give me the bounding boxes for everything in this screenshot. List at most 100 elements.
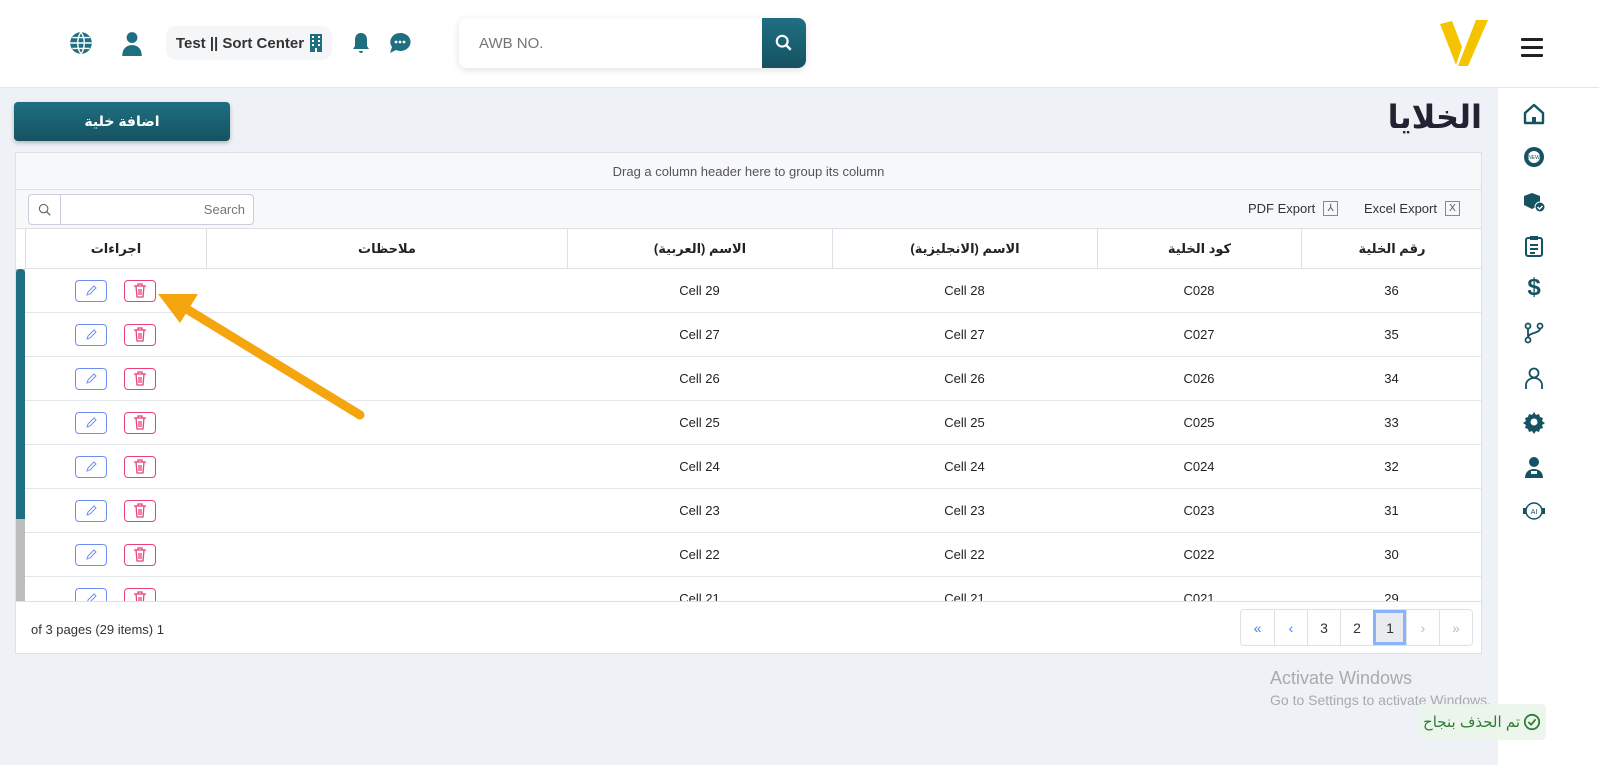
delete-button[interactable]: [124, 455, 156, 478]
table-cell: C026: [1183, 371, 1215, 386]
table-cell: Cell 26: [944, 371, 985, 386]
table-cell: 30: [1384, 547, 1399, 562]
svg-text:AI: AI: [1531, 509, 1538, 516]
table-cell: 36: [1384, 283, 1399, 298]
org-selector[interactable]: Test || Sort Center: [166, 26, 332, 60]
trash-icon: [134, 591, 146, 601]
clipboard-icon[interactable]: [1522, 234, 1546, 258]
column-header[interactable]: الاسم (العربية): [567, 229, 832, 268]
table-row[interactable]: 30 C022 Cell 22 Cell 22: [25, 533, 1481, 577]
grid-scrollbar[interactable]: [16, 269, 25, 602]
column-header[interactable]: رقم الخلية: [1301, 229, 1482, 268]
table-row[interactable]: 29 C021 Cell 21 Cell 21: [25, 577, 1481, 602]
trash-icon: [134, 371, 146, 386]
boxes-check-icon[interactable]: [1522, 190, 1546, 214]
table-cell: Cell 26: [679, 371, 720, 386]
table-cell: 31: [1384, 503, 1399, 518]
trash-icon: [134, 283, 146, 298]
table-cell: [206, 577, 567, 601]
delete-button[interactable]: [124, 543, 156, 566]
chat-icon[interactable]: [388, 30, 412, 56]
page-button[interactable]: 2: [1340, 610, 1373, 645]
grid-search-input[interactable]: [61, 195, 253, 224]
ai-support-icon[interactable]: AI: [1522, 499, 1546, 523]
column-header[interactable]: اجراءات: [25, 229, 206, 268]
edit-button[interactable]: [75, 543, 107, 566]
table-row[interactable]: 35 C027 Cell 27 Cell 27: [25, 313, 1481, 357]
table-cell: Cell 21: [944, 591, 985, 602]
table-cell: [206, 533, 567, 576]
row-actions: [25, 269, 206, 312]
table-cell: C023: [1183, 503, 1215, 518]
excel-export-button[interactable]: Excel Export X: [1364, 201, 1460, 216]
search-icon: [38, 203, 51, 216]
gear-icon[interactable]: [1522, 410, 1546, 434]
page-button[interactable]: »: [1439, 610, 1472, 645]
table-cell: Cell 22: [944, 547, 985, 562]
table-cell: Cell 22: [679, 547, 720, 562]
delete-button[interactable]: [124, 323, 156, 346]
side-nav: NEW $ AI: [1498, 88, 1599, 765]
table-cell: Cell 25: [679, 415, 720, 430]
bell-icon[interactable]: [349, 30, 373, 56]
delete-button[interactable]: [124, 499, 156, 522]
table-row[interactable]: 32 C024 Cell 24 Cell 24: [25, 445, 1481, 489]
table-row[interactable]: 34 C026 Cell 26 Cell 26: [25, 357, 1481, 401]
table-cell: Cell 24: [944, 459, 985, 474]
excel-icon: X: [1444, 201, 1460, 216]
pager: « ‹ 3 2 1 ›»: [1240, 609, 1473, 646]
table-cell: 34: [1384, 371, 1399, 386]
table-row[interactable]: 36 C028 Cell 28 Cell 29: [25, 269, 1481, 313]
edit-button[interactable]: [75, 323, 107, 346]
delete-button[interactable]: [124, 587, 156, 601]
table-cell: [206, 489, 567, 532]
column-header[interactable]: ملاحظات: [206, 229, 567, 268]
edit-button[interactable]: [75, 279, 107, 302]
delete-button[interactable]: [124, 279, 156, 302]
table-row[interactable]: 31 C023 Cell 23 Cell 23: [25, 489, 1481, 533]
agent-icon[interactable]: [1522, 454, 1546, 478]
table-cell: Cell 28: [944, 283, 985, 298]
menu-icon[interactable]: [1521, 38, 1543, 62]
page-button[interactable]: 1: [1373, 610, 1406, 645]
group-panel[interactable]: Drag a column header here to group its c…: [16, 153, 1481, 190]
page-button[interactable]: «: [1253, 619, 1262, 636]
edit-button[interactable]: [75, 411, 107, 434]
table-cell: Cell 24: [679, 459, 720, 474]
awb-search-button[interactable]: [762, 18, 806, 68]
edit-button[interactable]: [75, 455, 107, 478]
user-outline-icon[interactable]: [1522, 366, 1546, 390]
dollar-icon[interactable]: $: [1527, 274, 1541, 301]
globe-icon[interactable]: [68, 30, 94, 56]
edit-button[interactable]: [75, 367, 107, 390]
pdf-export-button[interactable]: PDF Export ⅄: [1248, 201, 1339, 216]
edit-button[interactable]: [75, 587, 107, 601]
home-icon[interactable]: [1522, 102, 1546, 126]
grid-body: 36 C028 Cell 28 Cell 29 35 C027 Cell 27 Cell 27…: [16, 269, 1481, 602]
page-title: الخلايا: [1387, 99, 1482, 135]
branch-icon[interactable]: [1522, 321, 1546, 345]
scrollbar-thumb[interactable]: [16, 269, 25, 519]
page-button[interactable]: 3: [1307, 610, 1340, 645]
table-row[interactable]: 33 C025 Cell 25 Cell 25: [25, 401, 1481, 445]
awb-search-input[interactable]: [459, 18, 762, 68]
page-button[interactable]: ‹: [1274, 610, 1307, 645]
trash-icon: [134, 547, 146, 562]
table-cell: Cell 27: [679, 327, 720, 342]
user-icon[interactable]: [119, 30, 145, 56]
page-button[interactable]: ›: [1406, 610, 1439, 645]
edit-button[interactable]: [75, 499, 107, 522]
row-actions: [25, 313, 206, 356]
grid-search: [28, 194, 254, 225]
delete-button[interactable]: [124, 411, 156, 434]
table-cell: 35: [1384, 327, 1399, 342]
table-cell: C021: [1183, 591, 1215, 602]
new-badge-icon[interactable]: NEW: [1522, 145, 1546, 169]
delete-button[interactable]: [124, 367, 156, 390]
building-icon: [310, 34, 323, 52]
trash-icon: [134, 327, 146, 342]
column-header[interactable]: كود الخلية: [1097, 229, 1301, 268]
column-header[interactable]: الاسم (الانجليزية): [832, 229, 1097, 268]
add-cell-button[interactable]: اضافة خلية: [14, 102, 230, 141]
